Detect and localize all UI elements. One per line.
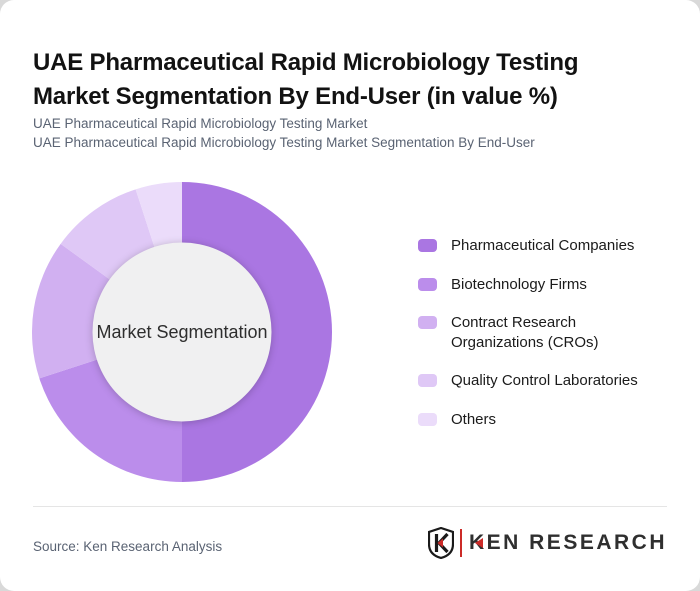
subtitle-line-1: UAE Pharmaceutical Rapid Microbiology Te… xyxy=(33,116,368,131)
subtitle-block: UAE Pharmaceutical Rapid Microbiology Te… xyxy=(33,114,673,152)
legend-swatch xyxy=(418,277,437,291)
chart-legend: Pharmaceutical Companies Biotechnology F… xyxy=(418,236,643,429)
logo-separator xyxy=(459,529,462,557)
legend-item: Contract Research Organizations (CROs) xyxy=(418,313,643,352)
legend-swatch xyxy=(418,239,437,252)
ken-research-logo: KEN RESEARCH xyxy=(427,526,667,560)
subtitle-line-2: UAE Pharmaceutical Rapid Microbiology Te… xyxy=(33,135,535,150)
legend-label: Biotechnology Firms xyxy=(451,275,587,293)
footer-divider xyxy=(33,506,667,507)
donut-chart: Market Segmentation xyxy=(32,182,332,482)
legend-label: Others xyxy=(451,410,497,428)
shield-k-icon xyxy=(427,527,454,559)
source-note: Source: Ken Research Analysis xyxy=(33,539,223,554)
logo-wordmark: KEN RESEARCH xyxy=(468,531,667,554)
legend-item: Quality Control Laboratories xyxy=(418,371,643,391)
donut-ring xyxy=(32,182,332,482)
page-title: UAE Pharmaceutical Rapid Microbiology Te… xyxy=(33,49,579,111)
legend-label: Contract Research Organizations (CROs) xyxy=(451,314,599,351)
legend-item: Others xyxy=(418,410,643,430)
legend-item: Biotechnology Firms xyxy=(418,275,643,295)
legend-swatch xyxy=(418,316,437,329)
donut-hole xyxy=(92,242,272,422)
donut-slice xyxy=(39,359,182,482)
legend-label: Quality Control Laboratories xyxy=(451,372,638,389)
legend-swatch xyxy=(418,374,437,387)
donut-slice xyxy=(182,182,332,482)
legend-item: Pharmaceutical Companies xyxy=(418,236,643,256)
legend-label: Pharmaceutical Companies xyxy=(451,237,635,254)
legend-swatch xyxy=(418,412,437,426)
donut-slice xyxy=(135,182,182,248)
donut-slice xyxy=(32,243,110,379)
donut-slice xyxy=(60,189,155,280)
